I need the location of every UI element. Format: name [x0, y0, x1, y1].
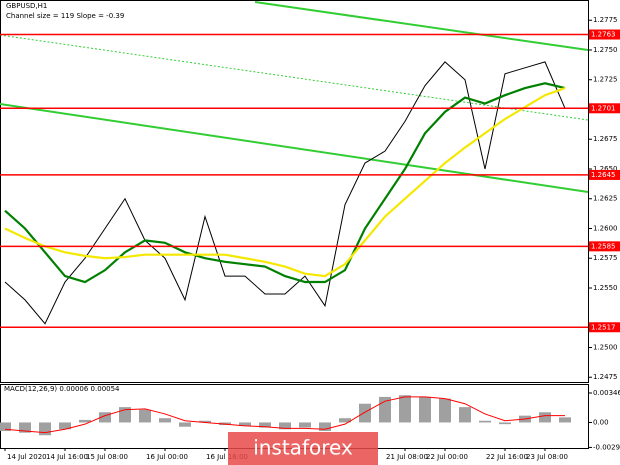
x-tick-label: 21 Jul 08:00: [386, 453, 428, 461]
macd-bar: [499, 422, 511, 425]
main-panel: [0, 0, 589, 383]
macd-bar: [0, 422, 11, 431]
y-tick-label: 1.2750: [593, 46, 618, 54]
macd-bar: [179, 422, 191, 427]
plot-layer: 1.2775 1.2750 1.2725 1.2675 1.2650 1.2625 1.26…: [0, 16, 620, 461]
macd-bar: [399, 395, 411, 423]
level-label: 1.2517: [591, 323, 616, 331]
macd-bar: [439, 398, 451, 423]
x-tick-label: 23 Jul 08:00: [526, 453, 568, 461]
channel-line: [0, 103, 589, 193]
y-tick-label: 1.2600: [593, 224, 618, 232]
x-tick-label: 16 Jul 00:00: [146, 453, 188, 461]
x-tick-label: 14 Jul 16:00: [46, 453, 88, 461]
macd-bar: [39, 422, 51, 436]
macd-bar: [459, 407, 471, 423]
channel-info: Channel size = 119 Slope = -0.39: [6, 12, 124, 20]
watermark: instaforex: [253, 436, 353, 460]
macd-bar: [79, 419, 91, 423]
x-tick-label: 15 Jul 08:00: [86, 453, 128, 461]
macd-bar: [99, 412, 111, 423]
channel-midline: [0, 34, 589, 121]
level-label-box: [589, 241, 620, 252]
macd-bar: [239, 422, 251, 426]
x-tick-label: 22 Jul 00:00: [426, 453, 468, 461]
x-tick-label: 22 Jul 16:00: [486, 453, 528, 461]
signal-line: [4, 396, 565, 434]
x-tick-label: 14 Jul 2020: [7, 453, 47, 461]
y-tick-label: 1.2575: [593, 254, 618, 262]
y-tick-label: 1.2675: [593, 135, 618, 143]
y-tick-label: 1.2725: [593, 76, 618, 84]
price-line: [4, 61, 566, 325]
y-tick-label: 0.00346: [593, 389, 620, 397]
y-tick-label: 1.2650: [593, 165, 618, 173]
level-label-box: [589, 322, 620, 333]
macd-bar: [139, 409, 151, 423]
macd-bar: [479, 420, 491, 423]
watermark-box: [228, 432, 378, 465]
moving-average: [4, 87, 566, 278]
y-tick-label: -0.00293: [593, 443, 620, 451]
macd-bar: [59, 422, 71, 430]
level-label: 1.2585: [591, 242, 616, 250]
macd-bar: [359, 403, 371, 423]
level-label: 1.2645: [591, 171, 616, 179]
level-label: 1.2763: [591, 31, 616, 39]
level-label-box: [589, 29, 620, 40]
macd-bar: [279, 422, 291, 430]
macd-bar: [19, 422, 31, 433]
y-tick-label: 0.00: [593, 418, 609, 426]
macd-bar: [319, 422, 331, 431]
macd-bar: [199, 420, 211, 423]
y-tick-label: 1.2625: [593, 195, 618, 203]
y-tick-label: 1.2550: [593, 284, 618, 292]
macd-bar: [339, 418, 351, 423]
macd-bar: [419, 396, 431, 423]
level-label-box: [589, 103, 620, 114]
channel-line: [254, 1, 589, 51]
symbol-title: GBPUSD,H1: [6, 2, 47, 10]
macd-bar: [259, 422, 271, 428]
macd-bar: [559, 417, 571, 423]
moving-average: [4, 82, 566, 284]
y-tick-label: 1.2500: [593, 343, 618, 351]
level-label-box: [589, 169, 620, 180]
macd-bar: [539, 412, 551, 423]
level-label: 1.2701: [591, 104, 616, 112]
x-tick-label: 16 Jul 16:00: [206, 453, 248, 461]
macd-bar: [299, 422, 311, 428]
y-tick-label: 1.2775: [593, 16, 618, 24]
macd-bar: [159, 418, 171, 423]
macd-title: MACD(12,26,9) 0.00006 0.00054: [4, 385, 120, 393]
y-tick-label: 1.2475: [593, 373, 618, 381]
